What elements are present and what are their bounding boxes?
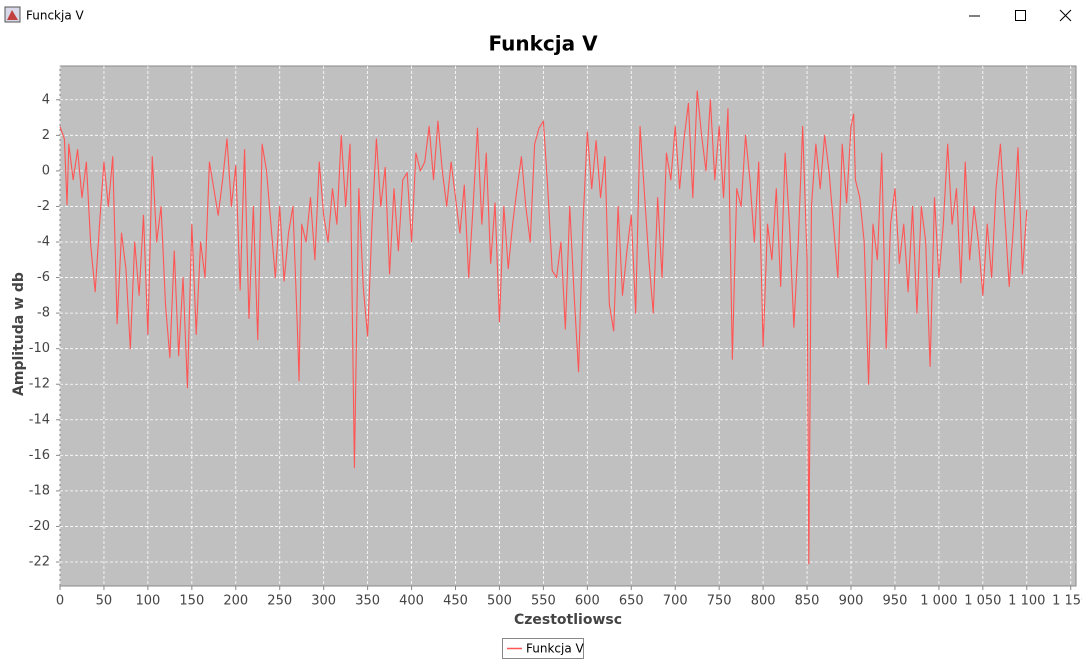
y-tick-label: -20	[29, 519, 50, 534]
x-tick-label: 350	[355, 594, 380, 609]
legend: Funkcja V	[502, 638, 585, 659]
y-tick-label: -22	[29, 555, 50, 570]
y-tick-label: 0	[42, 163, 50, 178]
x-tick-label: 700	[663, 594, 688, 609]
x-tick-label: 900	[839, 594, 864, 609]
y-tick-label: 2	[42, 128, 50, 143]
y-tick-label: -6	[37, 270, 50, 285]
plot-background	[59, 65, 1077, 587]
x-tick-label: 100	[135, 594, 160, 609]
x-axis-label: Czestotliowsc	[514, 612, 622, 628]
x-tick-label: 50	[96, 594, 113, 609]
x-tick-label: 150	[179, 594, 204, 609]
window-title: Funckja V	[26, 9, 85, 23]
x-tick-label: 0	[56, 594, 64, 609]
y-tick-label: -10	[29, 341, 50, 356]
x-tick-label: 400	[399, 594, 424, 609]
x-tick-label: 300	[311, 594, 336, 609]
app-icon	[4, 6, 21, 23]
x-tick-label: 200	[223, 594, 248, 609]
legend-label: Funkcja V	[526, 642, 585, 656]
data-line	[59, 90, 1028, 565]
y-tick-label: -18	[29, 483, 50, 498]
y-tick-label: -2	[37, 199, 50, 214]
x-tick-label: 650	[619, 594, 644, 609]
x-tick-label: 1 000	[920, 594, 957, 609]
y-tick-label: -12	[29, 377, 50, 392]
y-tick-label: -8	[37, 306, 50, 321]
maximize-button[interactable]	[1015, 10, 1026, 21]
y-tick-label: -4	[37, 235, 50, 250]
x-tick-label: 750	[707, 594, 732, 609]
x-tick-label: 800	[751, 594, 776, 609]
y-tick-label: 4	[42, 92, 50, 107]
x-tick-label: 600	[575, 594, 600, 609]
x-tick-label: 1 150	[1052, 594, 1082, 609]
x-tick-label: 500	[487, 594, 512, 609]
chart-title: Funkcja V	[488, 32, 598, 56]
x-tick-label: 550	[531, 594, 556, 609]
x-tick-label: 850	[795, 594, 820, 609]
x-tick-label: 450	[443, 594, 468, 609]
x-tick-label: 1 100	[1008, 594, 1045, 609]
y-tick-label: -14	[29, 412, 50, 427]
title-bar	[0, 0, 1082, 31]
x-tick-label: 950	[883, 594, 908, 609]
y-axis-label: Amplituda w db	[11, 272, 27, 396]
x-tick-label: 250	[267, 594, 292, 609]
close-button[interactable]	[1059, 9, 1072, 22]
y-tick-label: -16	[29, 448, 50, 463]
x-tick-label: 1 050	[964, 594, 1001, 609]
